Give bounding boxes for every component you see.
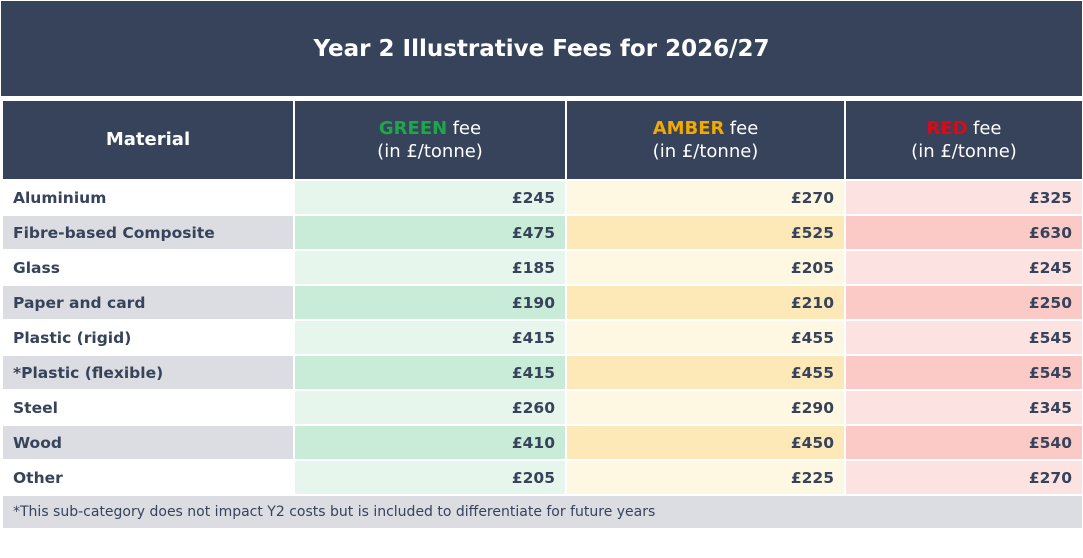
fee-cell: £260 xyxy=(293,389,567,426)
fee-cell: £290 xyxy=(565,389,846,426)
column-header: Material xyxy=(1,99,295,181)
header-unit: (in £/tonne) xyxy=(377,141,483,162)
header-label: fee xyxy=(729,117,759,139)
fee-cell: £415 xyxy=(293,319,567,356)
fee-cell: £345 xyxy=(844,389,1083,426)
table-body: Aluminium £245 £270 £325 Fibre-based Composi… xyxy=(1,179,1083,530)
table-row: Paper and card £190 £210 £250 xyxy=(1,284,1083,321)
table-row: Other £205 £225 £270 xyxy=(1,459,1083,496)
material-cell: Plastic (rigid) xyxy=(1,319,295,356)
fee-cell: £190 xyxy=(293,284,567,321)
header-line: RED fee xyxy=(856,117,1072,140)
footnote: *This sub-category does not impact Y2 co… xyxy=(1,494,1083,530)
rating-word: AMBER xyxy=(652,117,725,139)
fee-cell: £410 xyxy=(293,424,567,461)
header-row: Material GREEN fee (in £/tonne) AMBER fee (in … xyxy=(1,99,1083,181)
fee-cell: £210 xyxy=(565,284,846,321)
table-row: Fibre-based Composite £475 £525 £630 xyxy=(1,214,1083,251)
fee-cell: £245 xyxy=(844,249,1083,286)
fee-cell: £525 xyxy=(565,214,846,251)
column-header: AMBER fee (in £/tonne) xyxy=(565,99,846,181)
material-cell: Paper and card xyxy=(1,284,295,321)
fee-cell: £455 xyxy=(565,354,846,391)
header-label: fee xyxy=(452,117,482,139)
material-cell: Aluminium xyxy=(1,179,295,216)
fee-cell: £205 xyxy=(293,459,567,496)
fee-cell: £455 xyxy=(565,319,846,356)
table-row: Glass £185 £205 £245 xyxy=(1,249,1083,286)
material-cell: Other xyxy=(1,459,295,496)
fee-cell: £250 xyxy=(844,284,1083,321)
fee-cell: £325 xyxy=(844,179,1083,216)
fee-cell: £270 xyxy=(565,179,846,216)
fee-cell: £205 xyxy=(565,249,846,286)
fee-table: Material GREEN fee (in £/tonne) AMBER fee (in … xyxy=(1,99,1083,530)
material-cell: Fibre-based Composite xyxy=(1,214,295,251)
fee-cell: £545 xyxy=(844,319,1083,356)
fee-cell: £630 xyxy=(844,214,1083,251)
header-line: AMBER fee xyxy=(577,117,834,140)
fee-cell: £245 xyxy=(293,179,567,216)
column-header: GREEN fee (in £/tonne) xyxy=(293,99,567,181)
material-cell: *Plastic (flexible) xyxy=(1,354,295,391)
column-header: RED fee (in £/tonne) xyxy=(844,99,1083,181)
table-title: Year 2 Illustrative Fees for 2026/27 xyxy=(1,1,1082,96)
material-cell: Glass xyxy=(1,249,295,286)
rating-word: RED xyxy=(926,117,968,139)
header-line: GREEN fee xyxy=(305,117,555,140)
fee-cell: £270 xyxy=(844,459,1083,496)
table-row: *Plastic (flexible) £415 £455 £545 xyxy=(1,354,1083,391)
table-row: Wood £410 £450 £540 xyxy=(1,424,1083,461)
fee-cell: £450 xyxy=(565,424,846,461)
fee-cell: £540 xyxy=(844,424,1083,461)
header-label: fee xyxy=(973,117,1002,139)
fee-cell: £415 xyxy=(293,354,567,391)
table-row: Steel £260 £290 £345 xyxy=(1,389,1083,426)
fee-cell: £545 xyxy=(844,354,1083,391)
table-row: Plastic (rigid) £415 £455 £545 xyxy=(1,319,1083,356)
rating-word: GREEN xyxy=(378,117,448,139)
fee-cell: £185 xyxy=(293,249,567,286)
fee-cell: £225 xyxy=(565,459,846,496)
footnote-row: *This sub-category does not impact Y2 co… xyxy=(1,494,1083,530)
header-unit: (in £/tonne) xyxy=(911,141,1017,162)
table-row: Aluminium £245 £270 £325 xyxy=(1,179,1083,216)
material-cell: Wood xyxy=(1,424,295,461)
material-cell: Steel xyxy=(1,389,295,426)
fee-cell: £475 xyxy=(293,214,567,251)
header-unit: (in £/tonne) xyxy=(652,141,759,162)
